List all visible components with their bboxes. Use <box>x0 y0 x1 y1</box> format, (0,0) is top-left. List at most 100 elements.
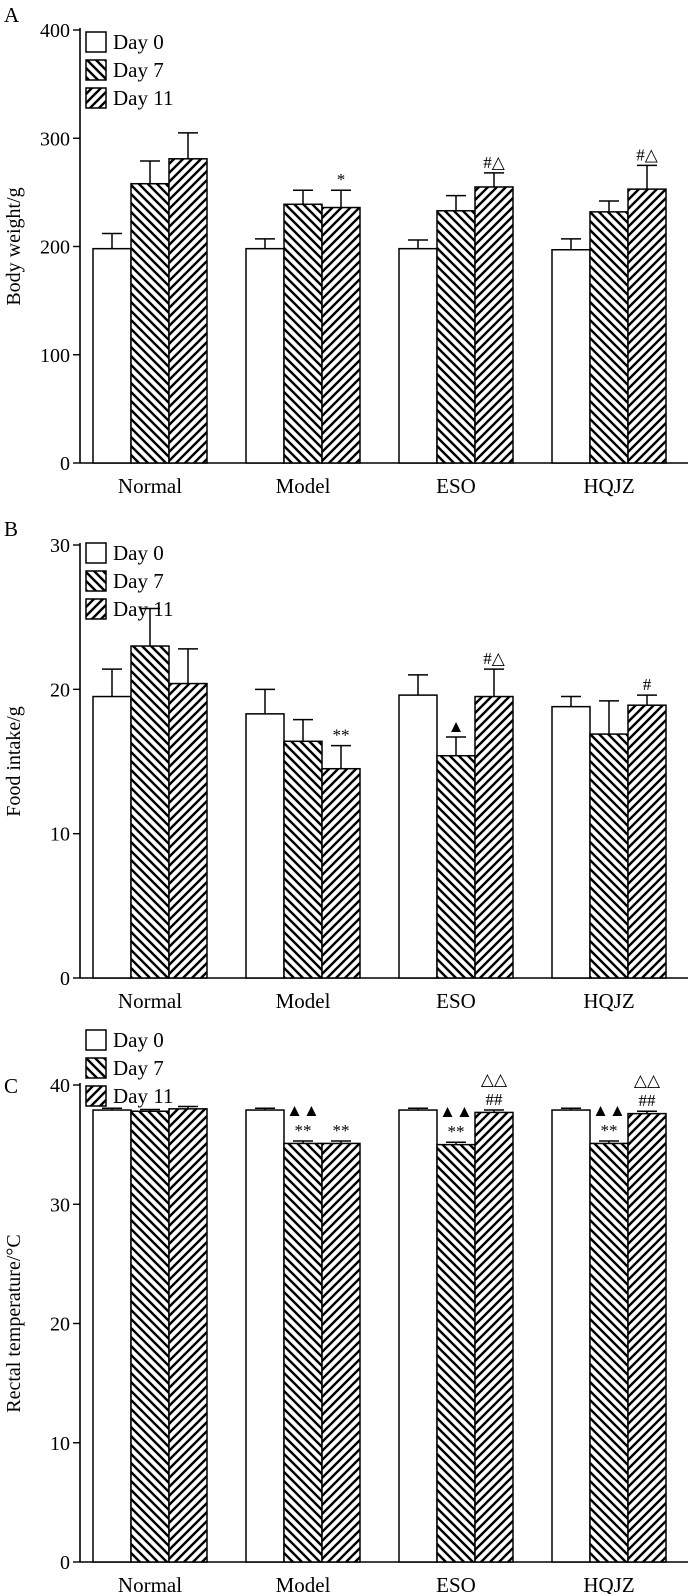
panel-b-bar-day-11-eso <box>474 695 514 979</box>
panel-a-legend-swatch <box>85 59 107 81</box>
panel-c-bar-day-0-normal <box>92 1109 132 1563</box>
panel-c-y-tick-label: 40 <box>50 1075 70 1097</box>
panel-c-rectal-temperature: C 0 10 20 30 40 Rectal temperature/°C Normal Mod… <box>3 1028 688 1594</box>
panel-b-legend-label: Day 0 <box>113 541 164 565</box>
panel-b-legend-swatch <box>85 542 107 564</box>
panel-c-bar-day-7-model <box>283 1142 323 1563</box>
panel-c-y-tick-label: 10 <box>50 1433 70 1455</box>
panel-a-y-tick-label: 200 <box>40 237 70 259</box>
panel-b-bar-day-0-eso <box>398 694 438 979</box>
panel-b-y-tick-label: 10 <box>50 824 70 846</box>
panel-a-body-weight: A 0 100 200 300 400 Body weight/g Normal Model ES… <box>3 3 688 498</box>
panel-b-significance-mark: #△ <box>483 649 506 668</box>
panel-a-legend-swatch <box>85 87 107 109</box>
panel-a-legend-label: Day 11 <box>113 86 173 110</box>
panel-c-label: C <box>4 1074 18 1098</box>
panel-a-y-tick-label: 300 <box>40 128 70 150</box>
panel-b-bar-day-7-hqjz <box>589 733 629 979</box>
panel-c-significance-mark: ## <box>486 1090 504 1109</box>
panel-c-x-tick-label: ESO <box>436 1573 476 1594</box>
panel-c-legend-swatch <box>85 1029 107 1051</box>
panel-a-bar-day-0-hqjz <box>551 248 591 464</box>
panel-a-bar-day-11-hqjz <box>627 188 667 464</box>
panel-c-legend-label: Day 11 <box>113 1084 173 1108</box>
panel-a-bar-day-0-model <box>245 247 285 464</box>
panel-c-significance-mark: ## <box>639 1091 657 1110</box>
panel-b-y-axis-title: Food intake/g <box>3 706 25 817</box>
panel-a-y-tick-label: 400 <box>40 20 70 42</box>
panel-b-x-tick-label: HQJZ <box>583 989 634 1013</box>
panel-b-legend-swatch <box>85 598 107 620</box>
panel-c-significance-mark: ** <box>333 1121 350 1140</box>
panel-b-label: B <box>4 517 18 541</box>
panel-c-y-axis-title: Rectal temperature/°C <box>3 1234 25 1412</box>
panel-c-bar-day-11-model <box>321 1142 361 1563</box>
panel-b-x-tick-label: Normal <box>118 989 182 1013</box>
panel-b-significance-mark: ** <box>333 726 350 745</box>
panel-c-legend-swatch <box>85 1057 107 1079</box>
panel-a-legend-label: Day 7 <box>113 58 164 82</box>
panel-a-y-tick-label: 100 <box>40 345 70 367</box>
panel-b-y-tick-label: 0 <box>60 968 70 990</box>
panel-b-bar-day-7-eso <box>436 754 476 979</box>
panel-c-significance-mark: ** <box>295 1121 312 1140</box>
panel-a-bar-day-7-model <box>283 203 323 464</box>
panel-c-bar-day-0-eso <box>398 1109 438 1563</box>
panel-a-bar-day-7-hqjz <box>589 211 629 464</box>
panel-c-bar-day-7-normal <box>130 1110 170 1563</box>
panel-c-x-tick-label: HQJZ <box>583 1573 634 1594</box>
panel-c-y-tick-label: 30 <box>50 1194 70 1216</box>
panel-c-bar-day-7-hqjz <box>589 1142 629 1563</box>
panel-c-bar-day-0-hqjz <box>551 1109 591 1563</box>
panel-c-significance-mark-upper: ▲▲ <box>439 1102 473 1121</box>
panel-c-bar-day-11-hqjz <box>627 1112 667 1563</box>
panel-c-bar-day-11-eso <box>474 1111 514 1563</box>
panel-a-x-tick-label: HQJZ <box>583 474 634 498</box>
panel-c-legend-label: Day 0 <box>113 1028 164 1052</box>
panel-c-significance-mark-upper: ▲▲ <box>286 1101 320 1120</box>
panel-c-legend-swatch <box>85 1085 107 1107</box>
panel-c-significance-mark: ** <box>448 1122 465 1141</box>
panel-b-legend-swatch <box>85 570 107 592</box>
panel-a-significance-mark: #△ <box>483 153 506 172</box>
panel-a-legend-swatch <box>85 31 107 53</box>
panel-a-y-axis-title: Body weight/g <box>3 187 25 305</box>
panel-b-y-tick-label: 20 <box>50 679 70 701</box>
panel-c-significance-mark-upper: △△ <box>481 1070 508 1089</box>
panel-b-x-tick-label: Model <box>276 989 331 1013</box>
panel-c-y-tick-label: 0 <box>60 1552 70 1574</box>
panel-c-x-tick-label: Model <box>276 1573 331 1594</box>
panel-c-significance-mark-upper: ▲▲ <box>592 1101 626 1120</box>
panel-a-bar-day-11-eso <box>474 186 514 464</box>
panel-a-x-tick-label: Normal <box>118 474 182 498</box>
panel-b-x-tick-label: ESO <box>436 989 476 1013</box>
panel-a-bar-day-11-normal <box>168 158 208 464</box>
panel-a-y-tick-label: 0 <box>60 453 70 475</box>
panel-c-y-tick-label: 20 <box>50 1314 70 1336</box>
panel-a-bar-day-7-eso <box>436 210 476 464</box>
panel-c-significance-mark-upper: △△ <box>634 1071 661 1090</box>
panel-b-bar-day-11-normal <box>168 682 208 979</box>
panel-a-significance-mark: #△ <box>636 145 659 164</box>
panel-a-bar-day-11-model <box>321 206 361 464</box>
panel-c-legend-label: Day 7 <box>113 1056 164 1080</box>
panel-b-food-intake: B 0 10 20 30 Food intake/g Normal Model ESO HQJZ *… <box>3 517 688 1013</box>
panel-a-label: A <box>4 3 20 27</box>
panel-c-bar-day-7-eso <box>436 1143 476 1563</box>
panel-a-x-tick-label: Model <box>276 474 331 498</box>
panel-c-significance-mark: ** <box>601 1121 618 1140</box>
panel-c-bar-day-0-model <box>245 1109 285 1563</box>
panel-b-legend-label: Day 7 <box>113 569 164 593</box>
panel-a-significance-mark: * <box>337 170 346 189</box>
panel-b-y-tick-label: 30 <box>50 535 70 557</box>
panel-b-bar-day-0-normal <box>92 695 132 979</box>
panel-c-bar-day-11-normal <box>168 1108 208 1563</box>
panel-a-bar-day-0-eso <box>398 247 438 464</box>
panel-b-bar-day-11-model <box>321 767 361 979</box>
panel-b-bar-day-11-hqjz <box>627 704 667 979</box>
panel-b-significance-mark: ▲ <box>448 717 465 736</box>
panel-a-x-tick-label: ESO <box>436 474 476 498</box>
panel-a-bar-day-7-normal <box>130 182 170 464</box>
panel-a-bar-day-0-normal <box>92 247 132 464</box>
